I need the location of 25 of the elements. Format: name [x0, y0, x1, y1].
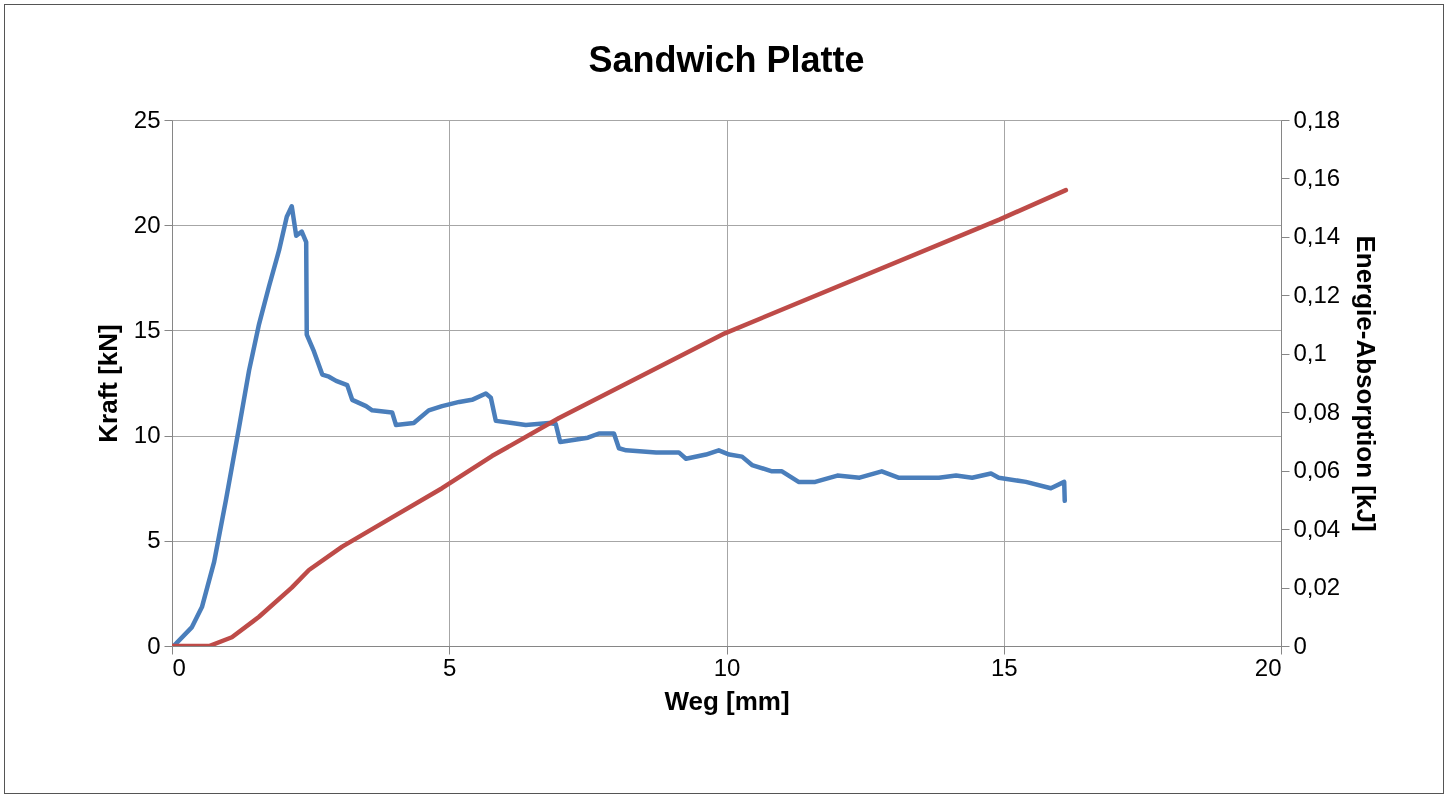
- y2-tick-label: 0,02: [1293, 573, 1341, 601]
- y2-axis-title: Energie-Absorption [kJ]: [1351, 235, 1382, 532]
- y-tick-label: 15: [133, 315, 161, 343]
- y2-tick-label: 0,04: [1293, 514, 1341, 542]
- x-tick-label: 0: [172, 653, 186, 681]
- y2-tick-label: 0,12: [1293, 280, 1341, 308]
- y2-tick-label: 0,18: [1293, 105, 1341, 133]
- x-tick-label: 20: [1254, 653, 1282, 681]
- x-axis-title: Weg [mm]: [664, 685, 790, 716]
- y2-tick-label: 0,1: [1293, 339, 1327, 367]
- x-tick-label: 10: [713, 653, 741, 681]
- y2-tick-label: 0,14: [1293, 222, 1341, 250]
- y2-tick-label: 0,06: [1293, 456, 1341, 484]
- y-tick-label: 0: [147, 631, 161, 659]
- y2-tick-label: 0,16: [1293, 163, 1341, 191]
- y-tick-label: 10: [133, 421, 161, 449]
- y-tick-label: 25: [133, 105, 161, 133]
- y-tick-label: 20: [133, 210, 161, 238]
- x-tick-label: 15: [990, 653, 1018, 681]
- chart-title: Sandwich Platte: [588, 39, 865, 80]
- y2-tick-label: 0,08: [1293, 397, 1341, 425]
- y-tick-label: 5: [147, 526, 161, 554]
- y2-tick-label: 0: [1293, 631, 1307, 659]
- x-tick-label: 5: [443, 653, 457, 681]
- y-axis-title: Kraft [kN]: [92, 324, 123, 443]
